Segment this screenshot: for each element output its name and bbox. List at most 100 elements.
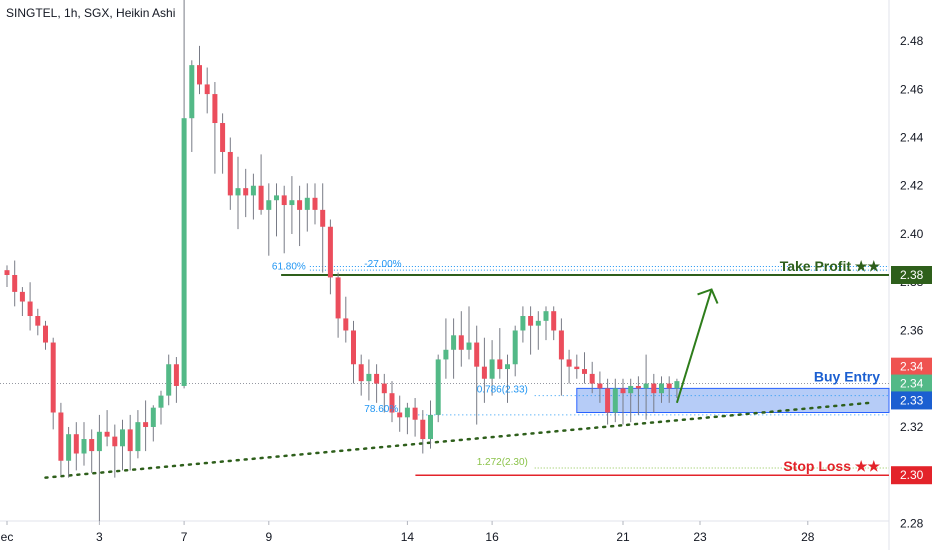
candle-body	[173, 364, 179, 386]
candle-body	[358, 364, 364, 382]
candle-body	[73, 434, 79, 454]
candle-body	[304, 197, 310, 210]
candle-body	[158, 395, 164, 408]
candle-body	[35, 316, 41, 326]
candle-body	[274, 195, 279, 201]
candle-body	[574, 366, 580, 370]
candle-body	[666, 383, 672, 389]
candle-body	[89, 439, 95, 452]
candle-body	[58, 412, 64, 461]
candle-body	[150, 407, 156, 427]
candle-body	[605, 388, 611, 413]
time-tick-label: ec	[1, 530, 14, 544]
take-profit-badge-box	[891, 266, 932, 284]
candle-body	[404, 407, 410, 418]
candle-body	[489, 359, 495, 379]
time-tick-label: 23	[693, 530, 707, 544]
price-tick-label: 2.44	[900, 131, 924, 145]
price-tick-label: 2.32	[900, 420, 924, 434]
candle-body	[620, 388, 626, 394]
candle-body	[189, 65, 195, 119]
price-tick-label: 2.46	[900, 82, 924, 96]
candle-body	[566, 359, 572, 367]
candle-body	[597, 383, 603, 389]
fib-label: 61.80%	[272, 262, 306, 273]
candle-body	[535, 320, 541, 326]
candle-body	[443, 349, 449, 360]
candle-body	[197, 65, 202, 85]
price-tick-label: 2.36	[900, 323, 924, 337]
candle-body	[143, 422, 149, 427]
take-profit-badge-text: 2.38	[900, 268, 924, 282]
candle-body	[4, 270, 10, 275]
candle-body	[127, 429, 133, 452]
candle-body	[451, 335, 457, 350]
last-price-badge-text: 2.34	[900, 377, 924, 391]
stop-loss-badge-box	[891, 466, 932, 485]
candle-body	[235, 188, 241, 196]
time-axis[interactable]: ec 3 7 9 14 16 21 23 28	[1, 521, 815, 544]
candle-body	[112, 436, 118, 447]
fib-label: 78.60%	[364, 404, 398, 415]
candle-body	[528, 316, 534, 326]
candle-body	[612, 388, 618, 413]
candle-body	[335, 277, 341, 319]
candle-body	[43, 325, 48, 343]
candle-body	[474, 342, 480, 367]
take-profit-label: Take Profit ★★	[780, 258, 881, 274]
candle-body	[212, 94, 218, 124]
buy-entry-label: Buy Entry	[814, 369, 880, 385]
candle-body	[250, 185, 256, 196]
candle-body	[512, 330, 518, 365]
candle-body	[312, 197, 318, 210]
candle-body	[628, 385, 634, 394]
candle-body	[466, 342, 472, 350]
candle-body	[381, 383, 387, 394]
candle-body	[50, 342, 56, 413]
candle-body	[674, 381, 680, 389]
time-tick-label: 9	[265, 530, 272, 544]
candle-body	[389, 393, 395, 413]
candle-body	[281, 195, 287, 206]
candle-body	[343, 318, 349, 331]
candle-body	[19, 291, 25, 302]
buy-entry-badge-text: 2.33	[900, 393, 924, 407]
candle-body	[420, 419, 426, 440]
candle-body	[558, 330, 564, 360]
candle-body	[659, 383, 664, 394]
candle-body	[520, 316, 526, 331]
candle-body	[428, 414, 433, 440]
candle-body	[505, 364, 510, 370]
candle-body	[320, 209, 326, 227]
candle-body	[104, 431, 110, 437]
price-tick-label: 2.40	[900, 227, 924, 241]
candle-body	[266, 200, 272, 210]
time-tick-label: 14	[401, 530, 415, 544]
candle-body	[582, 369, 587, 374]
candle-body	[166, 364, 172, 396]
candle-body	[297, 200, 303, 210]
stop-loss-label: Stop Loss ★★	[783, 458, 880, 474]
last-price-badge-text: 2.34	[900, 360, 924, 374]
price-tick-label: 2.42	[900, 179, 924, 193]
symbol-title: SINGTEL, 1h, SGX, Heikin Ashi	[6, 6, 176, 20]
candle-body	[643, 383, 649, 389]
candle-body	[412, 407, 418, 420]
candle-body	[543, 311, 549, 321]
candle-body	[397, 412, 403, 418]
fib-label: 1.272(2.30)	[477, 457, 528, 468]
time-tick-label: 3	[96, 530, 103, 544]
candle-body	[435, 359, 441, 415]
candle-body	[589, 373, 595, 384]
candle-body	[351, 330, 356, 365]
candle-body	[327, 226, 333, 278]
candle-body	[204, 84, 210, 95]
last-price-badge-box	[891, 357, 932, 376]
fib-label: -27.00%	[364, 259, 401, 270]
candle-body	[651, 383, 657, 394]
candle-body	[481, 366, 487, 379]
stop-loss-badge-text: 2.30	[900, 468, 924, 482]
target-arrow-shaft	[675, 289, 713, 404]
time-tick-label: 7	[181, 530, 188, 544]
